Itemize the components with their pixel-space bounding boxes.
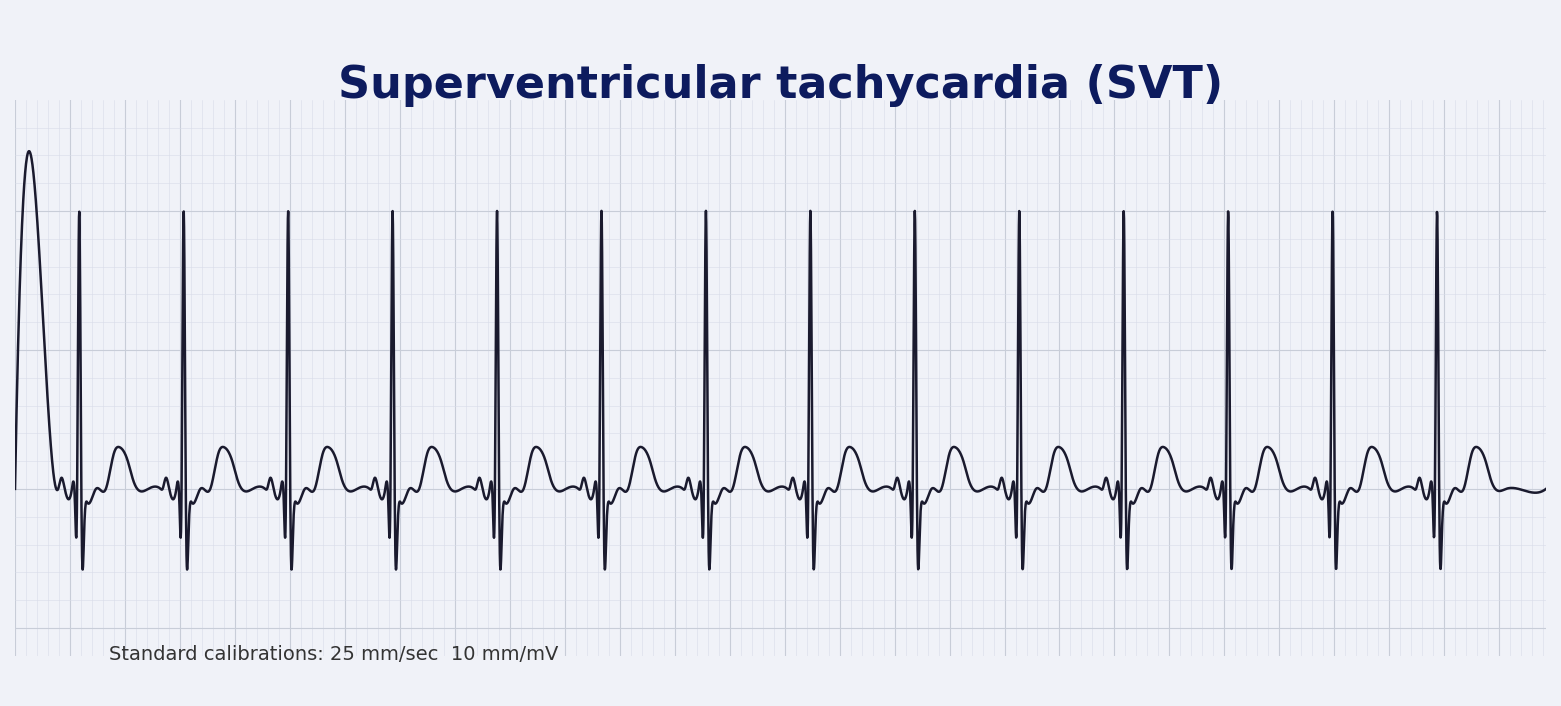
Text: Superventricular tachycardia (SVT): Superventricular tachycardia (SVT): [337, 64, 1224, 107]
Text: Standard calibrations: 25 mm/sec  10 mm/mV: Standard calibrations: 25 mm/sec 10 mm/m…: [109, 645, 559, 664]
